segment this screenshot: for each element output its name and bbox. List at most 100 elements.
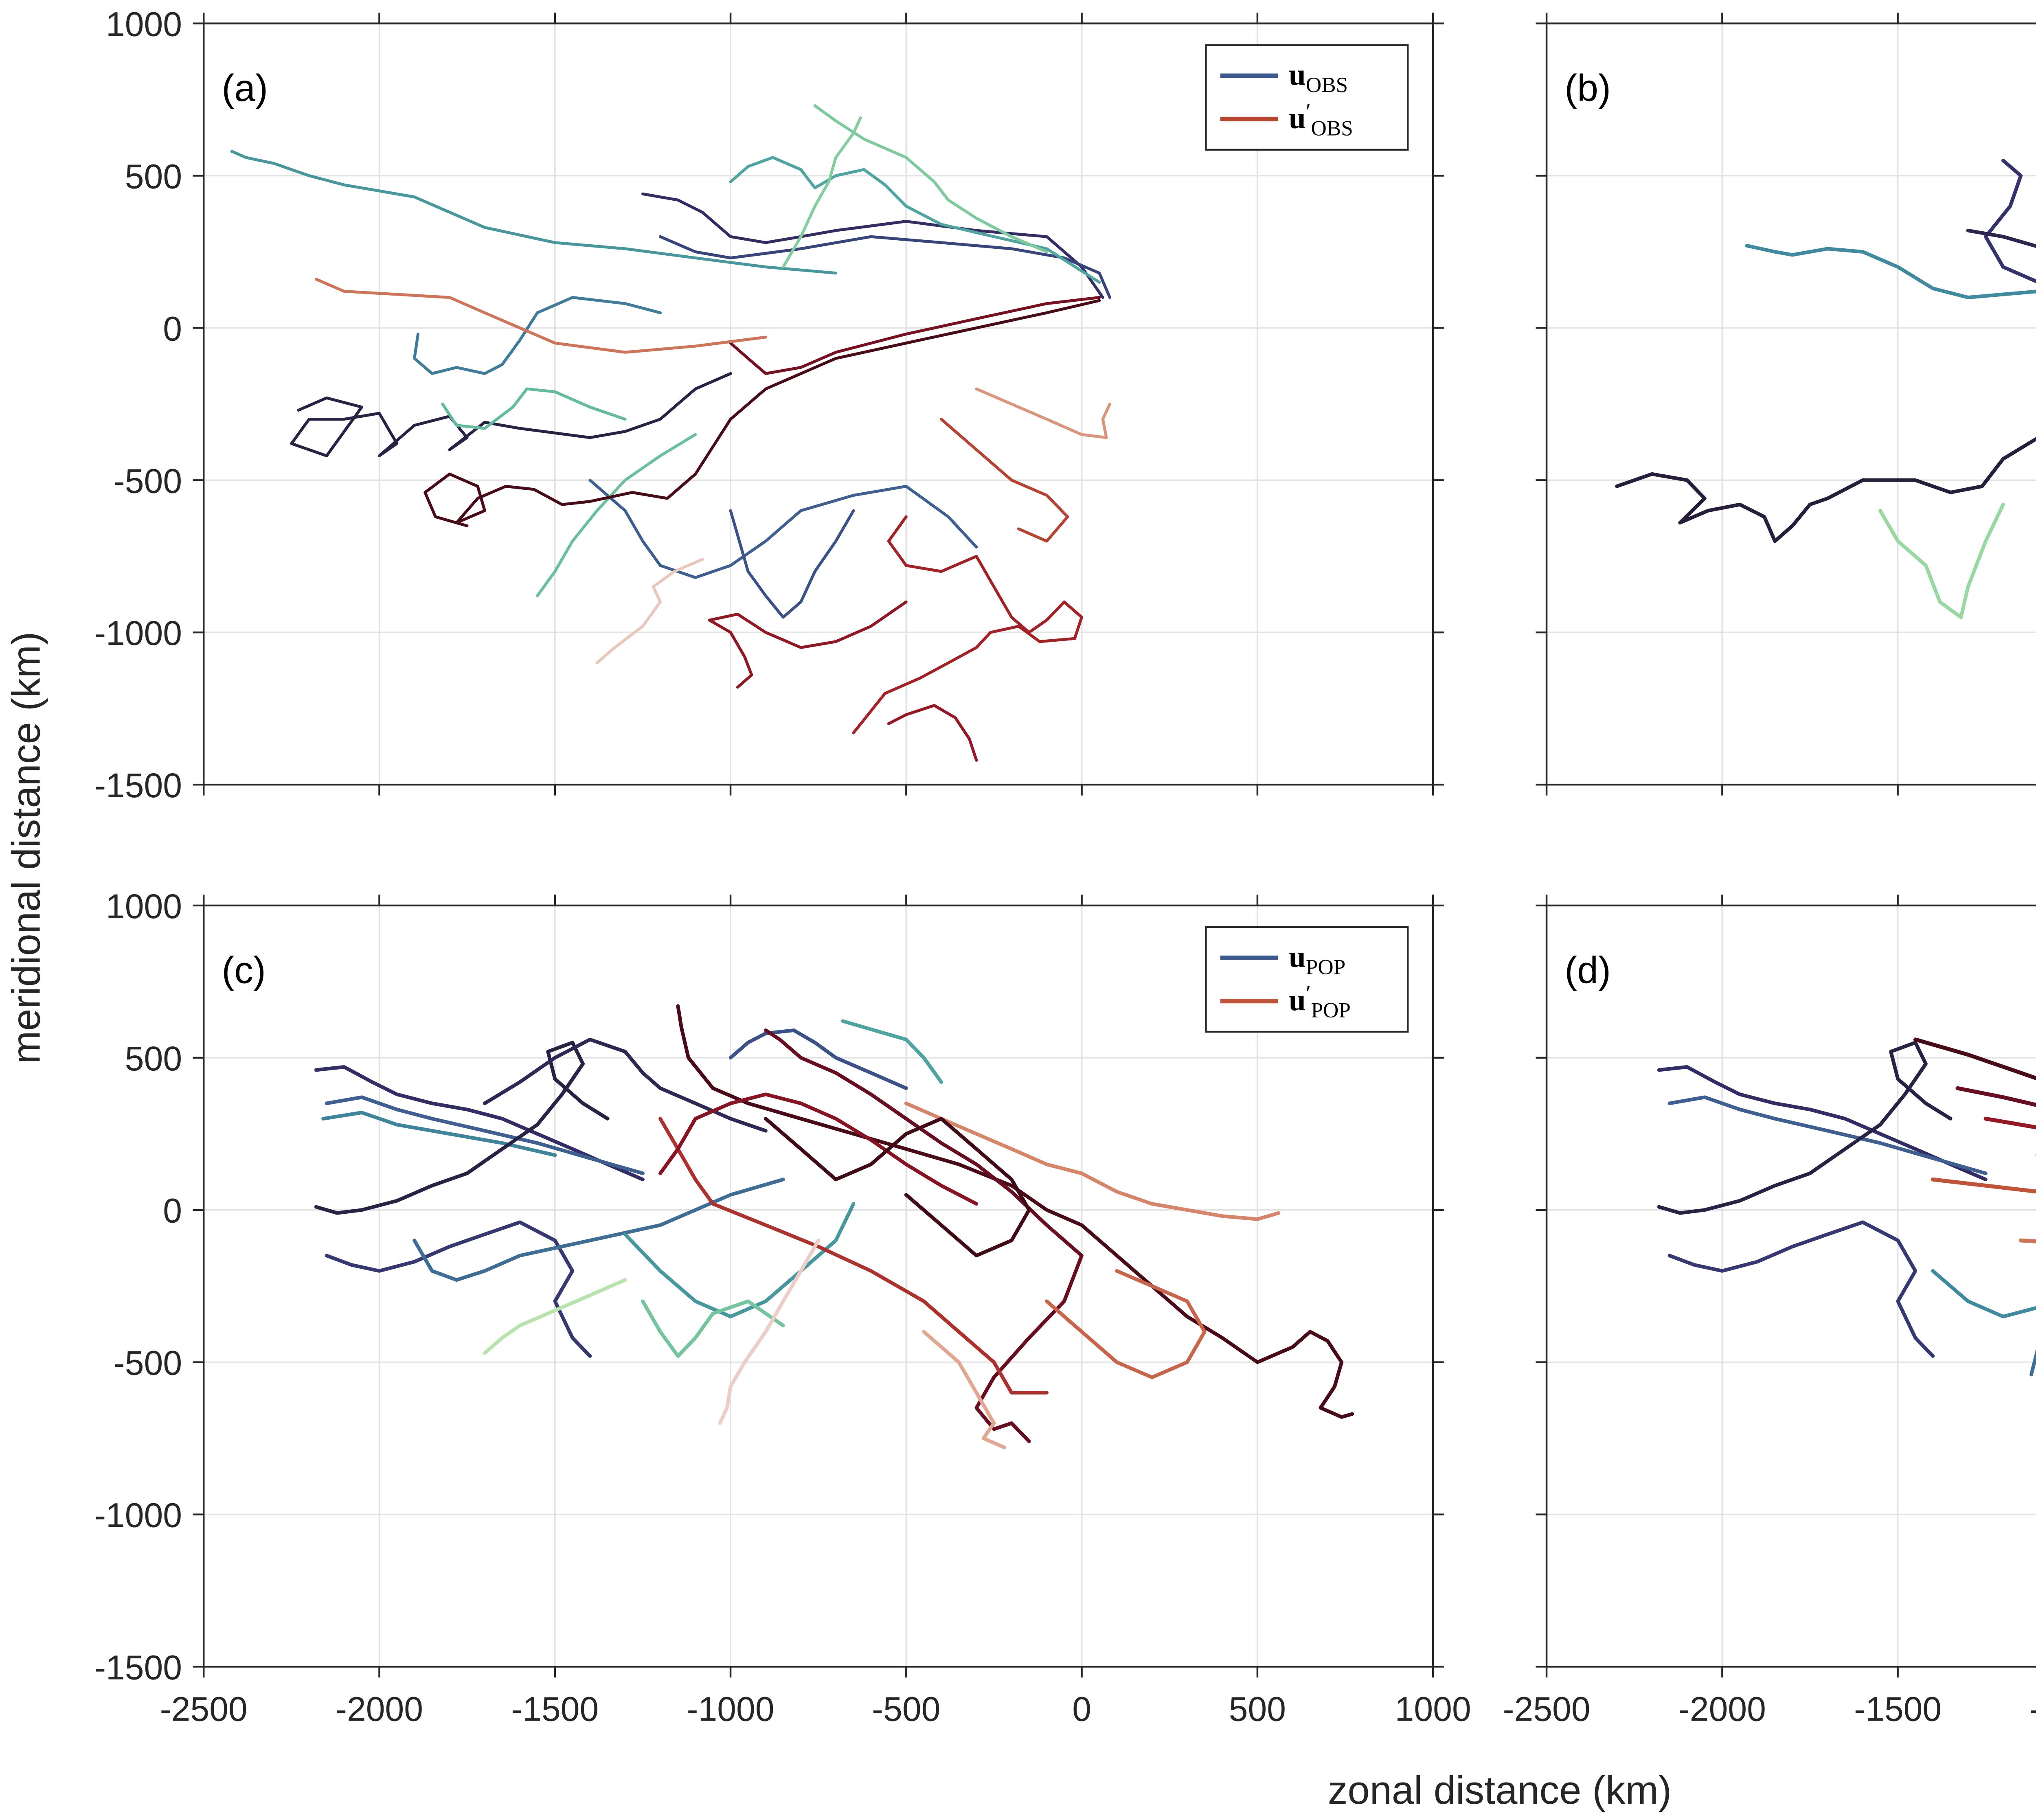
trajectory-total-0 [314,1065,645,1182]
trajectory-component-14 [658,1117,1049,1395]
trajectory-total-3 [314,1041,610,1215]
legend-symbol: u [1289,940,1306,974]
legend-subscript: OBS [1306,73,1348,97]
x-tick-label: -1500 [511,1690,599,1728]
trajectory-component-10 [1913,1037,2036,1081]
x-tick-label: -2500 [1503,1690,1591,1728]
trajectory-total-11 [841,1019,943,1084]
trajectory-component-11 [1955,1086,2036,1107]
trajectory-total-11 [536,433,697,597]
y-tick-label: -500 [114,1344,182,1382]
legend-entry-label: u′OBS [1289,99,1353,140]
x-tick-label: -2000 [336,1690,423,1728]
trajectory-total-7 [1983,158,2036,283]
panel-label: (b) [1564,67,1611,109]
trajectory-component-19 [975,387,1112,439]
legend-box [1205,44,1409,151]
trajectory-total-7 [641,1299,785,1358]
axes-box [1545,904,2036,1668]
trajectory-total-10 [729,509,855,619]
x-axis-title: zonal distance (km) [1328,1768,1672,1812]
y-axis-title: meridional distance (km) [4,632,48,1063]
y-tick-label: 0 [163,1192,182,1230]
y-tick-label: 0 [163,309,182,348]
x-tick-label: -1000 [2029,1690,2036,1728]
trajectory-total-9 [588,478,978,579]
y-tick-label: 500 [125,1039,182,1078]
legend-symbol: u [1289,101,1306,135]
x-tick-label: -500 [872,1690,940,1728]
panel-label: (c) [222,949,265,991]
trajectory-total-6 [623,1202,856,1318]
x-tick-label: -2500 [160,1690,248,1728]
trajectory-total-1 [1745,243,2036,299]
trajectory-component-18 [1045,1269,1207,1379]
trajectory-total-3 [1667,1220,1935,1358]
trajectory-component-17 [708,600,908,689]
trajectory-total-2 [641,192,1104,299]
trajectory-total-4 [1931,1269,2036,1318]
trajectory-total-7 [413,296,662,375]
legend-entry-label: u′POP [1289,981,1351,1022]
legend-symbol: u [1289,58,1306,92]
y-tick-label: -1500 [94,766,182,805]
trajectory-total-1 [325,1095,645,1175]
legend-subscript: POP [1306,955,1345,979]
trajectories [1615,158,2036,619]
trajectory-total-10 [728,1028,908,1090]
trajectory-total-0 [1615,437,2036,543]
trajectory-component-13 [729,296,1101,375]
trajectory-component-14 [314,278,767,354]
trajectory-total-4 [729,156,1101,284]
panel-label: (a) [222,67,268,109]
axes-box [202,904,1434,1668]
trajectory-component-12 [676,1004,1354,1419]
trajectory-total-8 [483,1278,627,1355]
legend-symbol: u [1289,983,1306,1017]
trajectory-component-15 [904,1101,1281,1221]
y-tick-label: 1000 [106,887,182,925]
x-tick-label: 0 [1072,1690,1091,1728]
legend-entry-label: uOBS [1289,58,1348,97]
trajectories [230,104,1112,762]
trajectories [1657,1037,2036,1377]
legend-prime: ′ [1306,99,1311,124]
trajectory-component-16 [922,1330,1007,1449]
trajectory-component-16 [887,704,978,762]
trajectory-component-15 [852,515,1083,735]
trajectory-total-2 [1657,1041,1953,1215]
legend-subscript: POP [1311,999,1350,1022]
trajectory-component-19 [658,1092,979,1206]
trajectory-total-0 [230,150,838,275]
y-tick-label: -1000 [94,1496,182,1535]
legend-prime: ′ [1306,981,1311,1006]
trajectory-component-20 [764,1117,1031,1258]
trajectory-total-5 [813,104,1049,253]
x-tick-label: -1000 [687,1690,774,1728]
axes-box [1545,22,2036,786]
trajectory-component-12 [423,299,1101,527]
panel-label: (d) [1564,949,1611,991]
trajectory-total-6 [781,116,862,269]
y-tick-label: -1000 [94,614,182,652]
x-tick-label: 1000 [1395,1690,1471,1728]
legend-subscript: OBS [1311,116,1353,140]
panel-d: -2500-2000-1500-1000-50005001000(d)uPOPU… [1503,895,2036,1728]
trajectories [314,1004,1354,1449]
trajectory-total-1 [290,372,732,458]
y-tick-label: 500 [125,157,182,195]
x-tick-label: 500 [1229,1690,1286,1728]
axes-box [202,22,1434,786]
trajectory-component-17 [718,1239,821,1425]
trajectory-total-1 [1667,1095,1988,1175]
x-tick-label: -2000 [1678,1690,1766,1728]
trajectory-component-13 [1931,1177,2036,1194]
trajectory-total-8 [441,387,627,430]
trajectory-total-6 [1878,502,2005,619]
panel-c: -2500 -2000 -1500 -1000 -500 0 500 1000 1000 500 0… [94,887,1471,1728]
